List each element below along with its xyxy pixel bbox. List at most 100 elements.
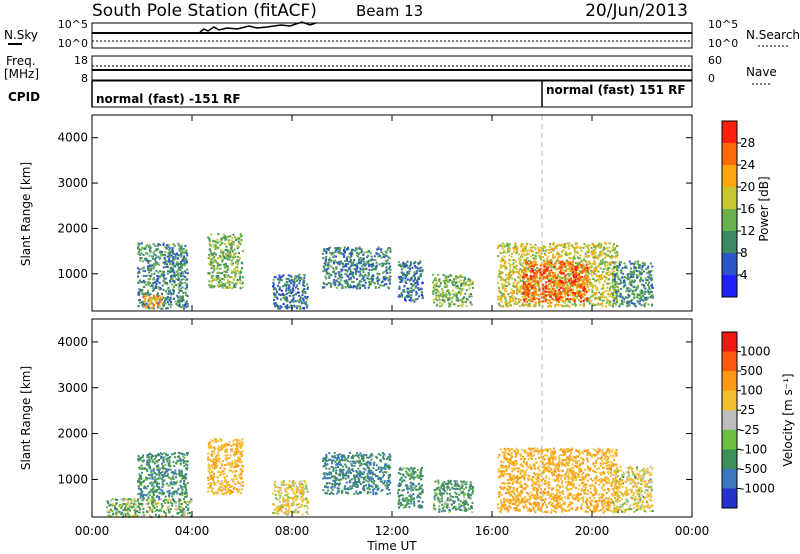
power-cell <box>591 303 594 306</box>
velocity-cell <box>107 514 110 517</box>
power-cell <box>228 280 231 283</box>
power-cell <box>540 256 543 259</box>
power-cell <box>514 243 517 246</box>
velocity-cell <box>146 485 149 488</box>
power-cell <box>601 263 604 265</box>
power-cell <box>522 286 525 289</box>
power-cell <box>582 263 585 266</box>
power-cell <box>344 263 347 266</box>
power-cell <box>597 275 599 278</box>
power-cell <box>546 276 548 279</box>
power-cell <box>236 260 239 263</box>
power-cell <box>439 301 442 304</box>
power-cell <box>555 296 558 299</box>
power-cell <box>164 251 167 254</box>
power-cell <box>571 268 573 271</box>
power-cell <box>542 296 545 299</box>
power-cell <box>176 257 179 260</box>
power-cell <box>181 271 184 274</box>
power-cell <box>507 244 509 246</box>
velocity-cell <box>171 502 174 505</box>
power-cell <box>536 293 539 296</box>
power-cell <box>509 264 512 267</box>
power-cell <box>144 259 147 262</box>
power-cell <box>332 267 335 270</box>
power-cell <box>613 286 616 289</box>
power-cell <box>573 276 575 278</box>
power-cell <box>399 275 402 278</box>
power-cell <box>349 252 352 255</box>
power-cell <box>332 270 335 273</box>
power-cell <box>419 266 422 269</box>
power-cell <box>520 292 523 295</box>
power-cell <box>325 277 328 280</box>
power-cell <box>579 300 582 303</box>
power-cell <box>305 303 308 306</box>
power-cell <box>280 305 283 308</box>
power-cell <box>522 262 525 265</box>
power-cell <box>522 283 525 286</box>
power-cell <box>624 265 627 267</box>
power-cell <box>577 263 580 266</box>
velocity-cell <box>150 457 153 460</box>
power-cell <box>520 255 522 258</box>
power-cell <box>516 249 519 252</box>
velocity-cell <box>131 514 134 517</box>
colorbar-swatch <box>722 143 737 166</box>
power-cell <box>585 275 588 278</box>
power-cell <box>416 270 419 273</box>
power-cell <box>146 291 149 294</box>
power-cell <box>273 286 276 289</box>
power-cell <box>157 302 160 305</box>
power-cell <box>329 259 332 262</box>
power-cell <box>626 288 629 291</box>
power-cell <box>575 286 578 289</box>
power-cell <box>570 284 573 287</box>
power-cell <box>530 291 533 294</box>
power-cell <box>558 261 561 264</box>
power-cell <box>400 292 403 295</box>
velocity-cell <box>154 513 157 516</box>
power-cell <box>232 278 235 281</box>
power-cell <box>563 278 566 281</box>
power-cell <box>145 252 148 255</box>
power-cell <box>517 281 520 284</box>
power-cell <box>213 285 216 288</box>
power-cell <box>580 295 583 298</box>
power-cell <box>611 303 614 306</box>
power-cell <box>596 288 599 291</box>
power-cell <box>619 288 622 290</box>
power-cell <box>153 272 156 275</box>
power-cell <box>463 276 466 279</box>
power-cell <box>587 275 589 278</box>
power-cell <box>526 278 529 280</box>
power-cell <box>572 285 575 288</box>
power-cell <box>617 289 620 292</box>
power-cell <box>173 280 176 282</box>
power-cell <box>612 247 615 250</box>
power-cell <box>383 256 386 258</box>
power-cell <box>564 301 566 304</box>
power-cell <box>638 271 641 274</box>
power-cell <box>381 262 384 265</box>
velocity-cell <box>153 457 156 460</box>
velocity-cell <box>177 506 179 509</box>
power-cell <box>152 265 155 268</box>
power-cell <box>285 277 288 280</box>
power-cell <box>450 300 453 303</box>
power-cell <box>356 283 359 286</box>
power-cell <box>209 258 212 261</box>
power-cell <box>534 268 536 271</box>
power-cell <box>549 243 552 245</box>
power-cell <box>582 246 585 249</box>
power-cell <box>564 290 567 293</box>
power-cell <box>146 259 149 262</box>
power-cell <box>648 285 651 288</box>
power-cell <box>407 266 410 269</box>
power-cell <box>162 266 165 269</box>
power-cell <box>549 283 552 286</box>
power-cell <box>647 291 650 294</box>
velocity-cell <box>173 493 175 495</box>
power-cell <box>340 269 343 272</box>
power-cell <box>593 272 596 275</box>
